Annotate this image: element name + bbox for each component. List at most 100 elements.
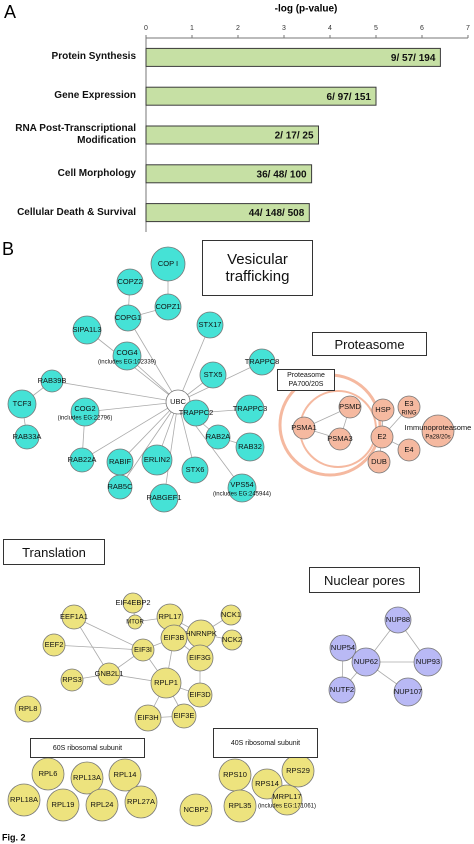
network-node bbox=[124, 785, 158, 819]
network-node bbox=[134, 704, 162, 732]
node-label: MRPL17 bbox=[272, 792, 301, 801]
bar bbox=[145, 86, 377, 106]
node-label: PSMD bbox=[339, 402, 361, 411]
x-tick-label: 7 bbox=[466, 25, 470, 32]
node-label: RPL13A bbox=[73, 773, 101, 782]
x-tick-label: 6 bbox=[420, 25, 424, 32]
node-label: RAB2A bbox=[206, 432, 231, 441]
network-node bbox=[160, 624, 188, 652]
node-note: (includes EG:102339) bbox=[98, 360, 156, 366]
network-node bbox=[69, 447, 95, 473]
node-label: Immunoproteasome bbox=[405, 423, 472, 432]
network-node bbox=[70, 761, 104, 795]
y-tick-label: Gene Expression bbox=[54, 90, 136, 102]
network-node bbox=[116, 268, 144, 296]
node-label: STX17 bbox=[199, 320, 222, 329]
node-label: COP I bbox=[158, 259, 178, 268]
node-label: EIF3E bbox=[174, 711, 195, 720]
network-node bbox=[85, 788, 119, 822]
x-tick-label: 3 bbox=[282, 25, 286, 32]
network-node bbox=[235, 432, 265, 462]
node-label: RPL27A bbox=[127, 797, 155, 806]
node-label: ERLIN2 bbox=[144, 455, 170, 464]
node-label: E2 bbox=[377, 432, 386, 441]
y-tick-label: Protein Synthesis bbox=[51, 51, 136, 63]
network-edge bbox=[81, 401, 179, 461]
node-label: TCF3 bbox=[13, 399, 32, 408]
y-tick-label: Cellular Death & Survival bbox=[17, 206, 136, 218]
subgroup-title: Proteasome PA700/20S bbox=[277, 369, 335, 391]
network-node bbox=[397, 395, 421, 419]
node-note: Pa28/20s bbox=[425, 435, 450, 441]
network-node bbox=[150, 246, 186, 282]
node-label: RPS14 bbox=[255, 779, 279, 788]
x-tick-label: 5 bbox=[374, 25, 378, 32]
node-label: HSP bbox=[375, 405, 390, 414]
node-label: RPL6 bbox=[39, 769, 58, 778]
network-node bbox=[220, 604, 242, 626]
network-node bbox=[413, 647, 443, 677]
network-node bbox=[122, 592, 144, 614]
network-node bbox=[187, 682, 213, 708]
node-label: RABIF bbox=[109, 457, 132, 466]
network-node bbox=[199, 361, 227, 389]
node-label: RPL18A bbox=[10, 795, 38, 804]
node-label: RPL8 bbox=[19, 704, 38, 713]
y-tick-label: Cell Morphology bbox=[57, 167, 136, 179]
node-label: NUP93 bbox=[416, 657, 440, 666]
node-label: NUP54 bbox=[331, 643, 355, 652]
bar bbox=[145, 164, 313, 184]
node-label: EEF2 bbox=[45, 640, 64, 649]
network-edge bbox=[177, 324, 211, 403]
node-label: RPS29 bbox=[286, 766, 310, 775]
node-label: PSMA1 bbox=[291, 423, 316, 432]
network-node bbox=[221, 629, 243, 651]
node-label: E4 bbox=[404, 445, 413, 454]
network-node bbox=[149, 483, 179, 513]
node-label: TRAPPC2 bbox=[179, 408, 214, 417]
subgroup-title: 40S ribosomal subunit bbox=[213, 728, 318, 758]
node-note: (includes EG:245944) bbox=[213, 492, 271, 498]
network-node bbox=[72, 315, 102, 345]
node-label: RPL14 bbox=[114, 770, 137, 779]
group-title: Nuclear pores bbox=[309, 567, 420, 593]
caption: Fig. 2 bbox=[2, 832, 26, 842]
network-node bbox=[248, 348, 276, 376]
node-label: COPG1 bbox=[115, 313, 141, 322]
panel-label: B bbox=[2, 239, 14, 259]
network-node bbox=[235, 394, 265, 424]
network-edge bbox=[84, 401, 179, 413]
network-node bbox=[112, 341, 142, 371]
network-node bbox=[351, 647, 381, 677]
network-node bbox=[179, 793, 213, 827]
node-label: EIF3I bbox=[134, 645, 152, 654]
network-node bbox=[421, 414, 455, 448]
node-note: (includes EG:171061) bbox=[258, 804, 316, 810]
node-label: GNB2L1 bbox=[95, 669, 124, 678]
node-label: RPL17 bbox=[159, 612, 182, 621]
group-title: Proteasome bbox=[312, 332, 427, 356]
node-label: RABGEF1 bbox=[146, 493, 181, 502]
node-label: PSMA3 bbox=[327, 434, 352, 443]
network-node bbox=[107, 474, 133, 500]
node-label: HNRNPK bbox=[185, 629, 217, 638]
node-label: EIF3D bbox=[189, 690, 211, 699]
node-label: RAB33A bbox=[13, 432, 42, 441]
network-node bbox=[205, 424, 231, 450]
node-label: EIF3G bbox=[189, 653, 211, 662]
network-node bbox=[171, 703, 197, 729]
network-node bbox=[371, 398, 395, 422]
node-label: NCBP2 bbox=[183, 805, 208, 814]
network-node bbox=[328, 427, 352, 451]
node-label: EIF3H bbox=[137, 713, 158, 722]
node-label: RAB32 bbox=[238, 442, 262, 451]
network-node bbox=[70, 397, 100, 427]
network-node bbox=[196, 311, 224, 339]
network-node bbox=[223, 789, 257, 823]
node-label: RPLP1 bbox=[154, 678, 178, 687]
x-tick-label: 0 bbox=[144, 25, 148, 32]
node-note: RING bbox=[402, 411, 417, 417]
node-label: NUP88 bbox=[386, 615, 410, 624]
network-node bbox=[329, 634, 357, 662]
